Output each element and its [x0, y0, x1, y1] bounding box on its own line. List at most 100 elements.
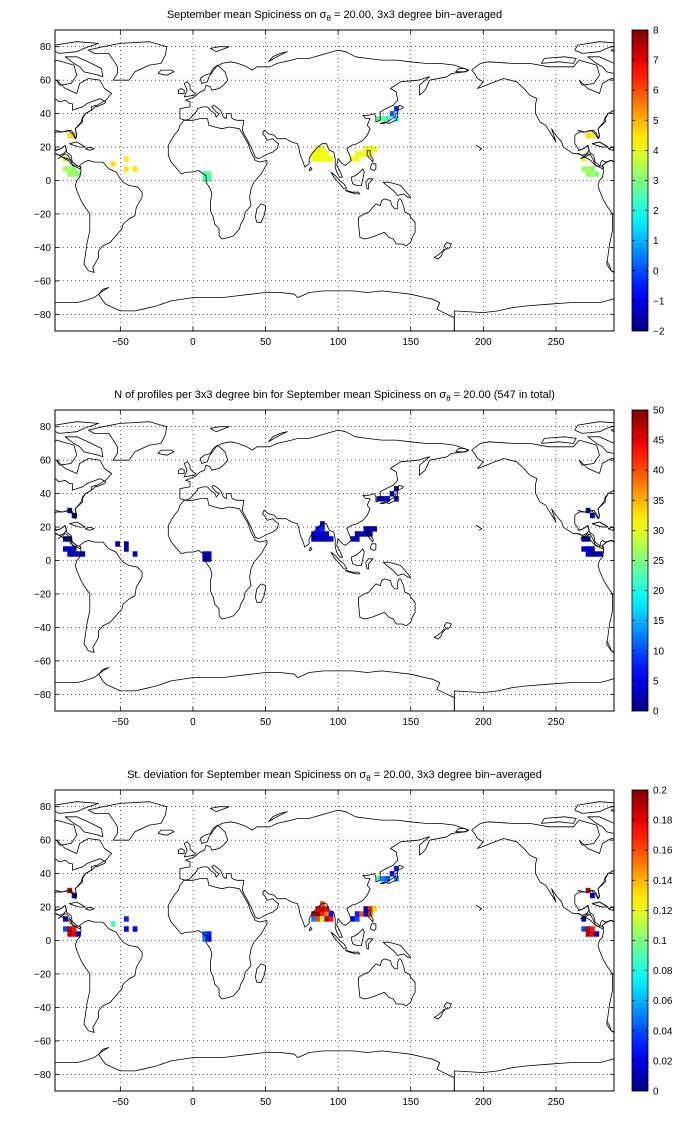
- data-bin: [67, 926, 73, 932]
- data-bin: [67, 132, 73, 139]
- coastline: [57, 533, 78, 548]
- data-bin: [389, 871, 395, 877]
- coastline: [74, 540, 143, 653]
- map-background: [55, 790, 614, 1091]
- coastline: [210, 46, 230, 53]
- coastline: [88, 41, 168, 81]
- coastline: [308, 546, 313, 551]
- coastline: [475, 905, 483, 911]
- coastline: [577, 525, 590, 536]
- coastline: [365, 178, 374, 190]
- map-figure: September mean Spiciness on σθ = 20.00, …: [34, 9, 665, 348]
- colorbar-tick-label: 45: [653, 436, 665, 447]
- data-bin: [67, 171, 73, 177]
- data-bin: [359, 911, 364, 917]
- data-bin: [71, 551, 77, 557]
- data-bin: [76, 171, 81, 177]
- coastline: [157, 69, 175, 76]
- data-bin: [585, 551, 591, 557]
- x-tick-label: 200: [475, 337, 492, 348]
- data-bin: [324, 151, 330, 157]
- coastline: [69, 901, 86, 908]
- coastline: [157, 449, 175, 456]
- x-tick-label: 100: [330, 717, 347, 728]
- data-bin: [110, 161, 116, 167]
- coastline: [350, 168, 365, 186]
- data-bin: [367, 526, 373, 532]
- x-tick-label: −50: [112, 1097, 129, 1108]
- y-tick-label: 0: [45, 936, 51, 947]
- data-bin: [132, 551, 138, 557]
- data-bin: [585, 171, 591, 177]
- data-bin: [311, 151, 317, 157]
- data-bin: [202, 176, 208, 182]
- coastline: [574, 421, 614, 434]
- y-tick-label: 60: [40, 456, 52, 467]
- x-tick-label: 150: [402, 337, 419, 348]
- colorbar-tick-label: −2: [653, 327, 665, 338]
- data-bin: [581, 536, 587, 542]
- data-bin: [376, 116, 382, 122]
- coastline: [210, 426, 230, 433]
- y-tick-label: 20: [40, 143, 52, 154]
- coastline: [345, 570, 361, 575]
- data-bin: [394, 866, 399, 872]
- data-bin: [350, 916, 356, 922]
- panel-title: St. deviation for September mean Spicine…: [127, 769, 542, 783]
- coastline: [55, 858, 107, 900]
- coastline: [592, 521, 609, 528]
- data-bin: [394, 486, 399, 492]
- data-bin: [311, 916, 317, 922]
- coastline: [608, 146, 614, 151]
- data-bin: [354, 531, 360, 537]
- coastline: [358, 958, 416, 1007]
- data-bin: [594, 931, 600, 937]
- colorbar-tick-label: 0.06: [653, 996, 673, 1007]
- colorbar-tick-label: 0.18: [653, 816, 673, 827]
- coastline: [580, 153, 592, 160]
- coastline: [379, 111, 399, 124]
- coastline: [183, 841, 197, 858]
- data-bin: [76, 551, 81, 557]
- colorbar-tick-label: 3: [653, 176, 659, 187]
- coastline: [369, 923, 377, 931]
- colorbar-tick-label: 30: [653, 526, 665, 537]
- colorbar-tick-label: 0: [653, 266, 659, 277]
- data-bin: [319, 156, 325, 162]
- map-background: [55, 410, 614, 711]
- coastline: [597, 920, 614, 1033]
- data-bin: [324, 911, 330, 917]
- colorbar-tick-label: 0.2: [653, 786, 667, 797]
- data-bin: [328, 536, 334, 542]
- coastline: [19, 437, 54, 444]
- coastline: [167, 118, 268, 240]
- colorbar-tick-label: 8: [653, 26, 659, 37]
- coastline: [592, 141, 609, 148]
- data-bin: [202, 551, 208, 557]
- coastline: [255, 963, 266, 983]
- coastline: [366, 150, 374, 163]
- y-tick-label: −80: [34, 1070, 51, 1081]
- coastline: [55, 905, 67, 916]
- y-tick-label: 40: [40, 109, 52, 120]
- data-bin: [598, 551, 604, 557]
- data-bin: [372, 526, 378, 532]
- data-bin: [363, 526, 369, 532]
- map-plot-area: [55, 801, 614, 1091]
- y-tick-label: 20: [40, 903, 52, 914]
- data-bin: [71, 931, 77, 937]
- data-bin: [328, 911, 334, 917]
- coastline: [210, 806, 230, 813]
- coastline: [610, 809, 614, 813]
- coastline: [268, 811, 288, 823]
- colorbar-tick-label: 15: [653, 616, 665, 627]
- colorbar-tick-label: 0.12: [653, 906, 673, 917]
- y-tick-label: 20: [40, 523, 52, 534]
- coastline: [574, 801, 614, 814]
- coastline: [366, 530, 374, 543]
- y-tick-label: 80: [40, 802, 52, 813]
- data-bin: [354, 536, 360, 542]
- data-bin: [354, 911, 360, 917]
- coastline: [433, 248, 446, 260]
- data-bin: [206, 936, 212, 942]
